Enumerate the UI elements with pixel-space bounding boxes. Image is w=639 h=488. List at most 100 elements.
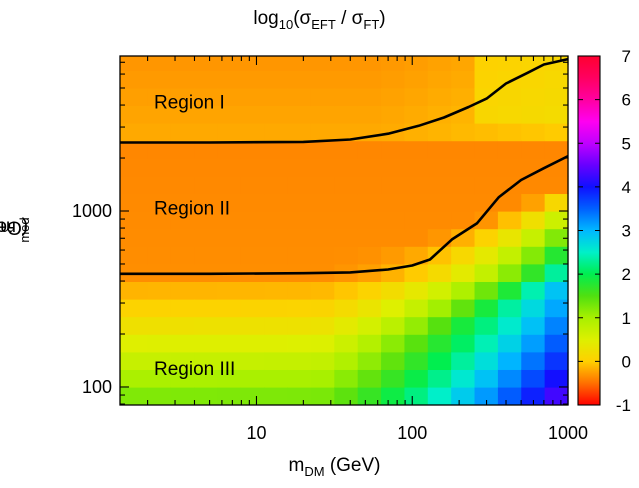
heatmap-cell: [427, 193, 452, 212]
heatmap-cell: [240, 334, 265, 353]
heatmap-cell: [194, 281, 219, 300]
heatmap-cell: [217, 175, 242, 195]
heatmap-cell: [451, 263, 476, 282]
heatmap-cell: [120, 105, 149, 124]
heatmap-cell: [474, 369, 499, 388]
heatmap-cell: [194, 123, 219, 142]
heatmap-cell: [357, 334, 382, 353]
heatmap-cell: [147, 193, 172, 212]
heatmap-cell: [404, 246, 429, 265]
heatmap-cell: [287, 351, 312, 370]
heatmap-cell: [474, 193, 499, 212]
heatmap-cell: [427, 246, 452, 265]
heatmap-cell: [404, 369, 429, 388]
heatmap-cell: [194, 140, 219, 159]
heatmap-cell: [451, 298, 476, 318]
heatmap-cell: [474, 140, 499, 159]
heatmap-cell: [404, 105, 429, 124]
heatmap-cell: [170, 140, 195, 159]
heatmap-cell: [217, 193, 242, 212]
heatmap-cell: [310, 123, 335, 142]
x-axis-ticks: 10 100 1000: [147, 56, 588, 443]
heatmap-cell: [240, 123, 265, 142]
heatmap-cell: [240, 281, 265, 300]
heatmap-cell: [427, 386, 452, 406]
heatmap-cell: [287, 369, 312, 388]
heatmap-cell: [474, 70, 499, 89]
heatmap-cell: [170, 70, 195, 89]
heatmap-cell: [451, 175, 476, 195]
heatmap-cell: [451, 334, 476, 353]
heatmap-cell: [334, 369, 359, 388]
heatmap-cell: [381, 56, 406, 71]
heatmap-cell: [357, 351, 382, 370]
y-tick-label: 1000: [72, 201, 112, 221]
heatmap-cell: [404, 140, 429, 159]
heatmap-cell: [404, 87, 429, 107]
heatmap-cell: [217, 334, 242, 353]
heatmap-cell: [427, 56, 452, 71]
colorbar-tick-label: 2: [622, 265, 631, 284]
heatmap-cell: [310, 140, 335, 159]
heatmap-cell: [217, 123, 242, 142]
heatmap-cell: [334, 316, 359, 335]
heatmap-cell: [474, 351, 499, 370]
heatmap-cell: [544, 87, 569, 107]
heatmap-cells: [120, 56, 569, 406]
heatmap-cell: [334, 123, 359, 142]
heatmap-cell: [194, 351, 219, 370]
heatmap-cell: [264, 158, 289, 177]
heatmap-cell: [451, 281, 476, 300]
heatmap-cell: [240, 316, 265, 335]
heatmap-cell: [521, 281, 546, 300]
heatmap-cell: [147, 105, 172, 124]
heatmap-cell: [357, 87, 382, 107]
heatmap-cell: [240, 158, 265, 177]
heatmap-cell: [217, 386, 242, 406]
heatmap-cell: [381, 175, 406, 195]
heatmap-cell: [357, 70, 382, 89]
heatmap-cell: [287, 246, 312, 265]
heatmap-cell: [334, 386, 359, 406]
heatmap-cell: [217, 281, 242, 300]
heatmap-cell: [287, 386, 312, 406]
heatmap-cell: [147, 228, 172, 247]
heatmap-cell: [170, 369, 195, 388]
heatmap-cell: [544, 140, 569, 159]
heatmap-cell: [147, 56, 172, 71]
heatmap-cell: [404, 228, 429, 247]
heatmap-cell: [287, 158, 312, 177]
heatmap-cell: [474, 105, 499, 124]
heatmap-cell: [240, 175, 265, 195]
heatmap-cell: [357, 140, 382, 159]
colorbar-tick-label: 1: [622, 309, 631, 328]
heatmap-cell: [120, 351, 149, 370]
heatmap-cell: [217, 228, 242, 247]
region-boundaries: [120, 57, 569, 276]
heatmap-cell: [427, 140, 452, 159]
heatmap-cell: [120, 246, 149, 265]
heatmap-cell: [404, 158, 429, 177]
heatmap-cell: [474, 334, 499, 353]
heatmap-cell: [194, 70, 219, 89]
heatmap-cell: [381, 228, 406, 247]
heatmap-cell: [474, 123, 499, 142]
region-boundary-2: [120, 154, 569, 276]
heatmap-cell: [147, 316, 172, 335]
colorbar-tick-label: 7: [622, 47, 631, 66]
heatmap-cell: [427, 369, 452, 388]
heatmap-cell: [217, 70, 242, 89]
heatmap-cell: [147, 158, 172, 177]
heatmap-cell: [544, 369, 569, 388]
heatmap-cell: [381, 70, 406, 89]
heatmap-cell: [334, 228, 359, 247]
heatmap-cell: [404, 175, 429, 195]
heatmap-cell: [381, 105, 406, 124]
heatmap-cell: [474, 298, 499, 318]
heatmap-cell: [544, 351, 569, 370]
heatmap-cell: [240, 228, 265, 247]
heatmap-cell: [287, 334, 312, 353]
heatmap-cell: [521, 298, 546, 318]
heatmap-cell: [544, 263, 569, 282]
heatmap-cell: [287, 298, 312, 318]
